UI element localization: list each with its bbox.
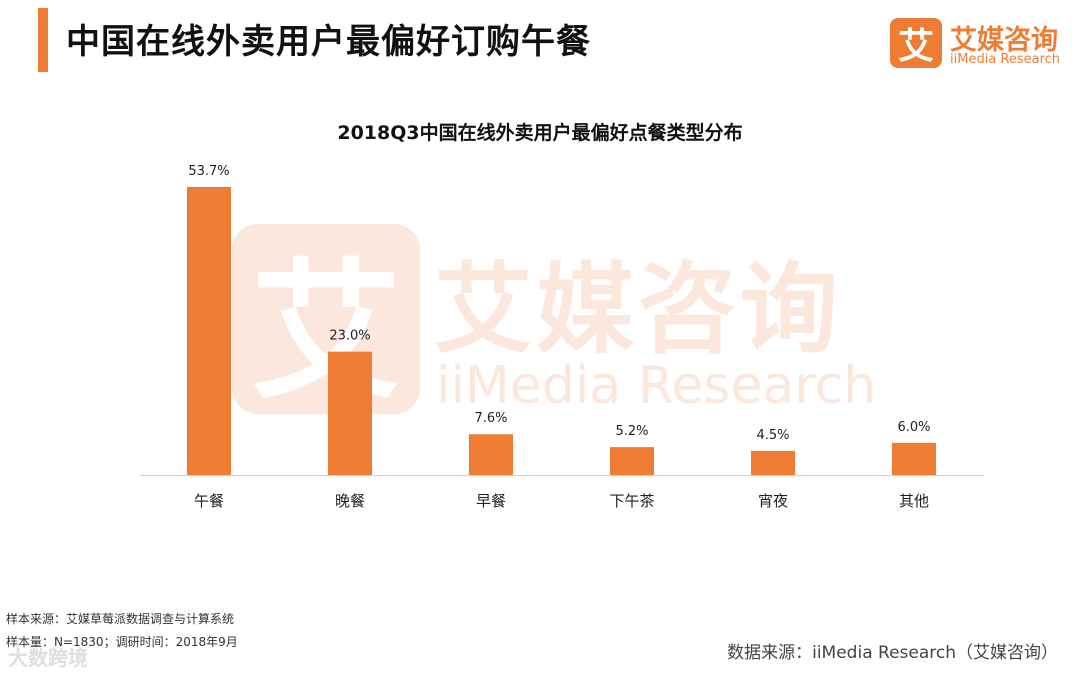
bar-1 [328, 351, 372, 475]
chart-title: 2018Q3中国在线外卖用户最偏好点餐类型分布 [337, 122, 743, 144]
category-label-3: 下午茶 [609, 492, 654, 510]
data-label-4: 4.5% [756, 428, 789, 443]
data-label-1: 23.0% [329, 329, 370, 344]
footnotes: 样本来源：艾媒草莓派数据调查与计算系统 样本量：N=1830；调研时间：2018… [6, 608, 238, 654]
data-label-5: 6.0% [897, 420, 930, 435]
category-label-0: 午餐 [194, 492, 224, 510]
title-accent-bar [38, 8, 48, 72]
logo-badge-icon: 艾 [890, 18, 942, 68]
category-label-1: 晚餐 [335, 492, 365, 510]
bar-4 [751, 450, 795, 475]
data-source: 数据来源：iiMedia Research（艾媒咨询） [727, 643, 1058, 663]
logo-subtitle: iiMedia Research [950, 52, 1061, 67]
watermark-name: 艾媒咨询 [434, 253, 843, 367]
category-label-2: 早餐 [476, 492, 506, 510]
watermark: 艾 艾媒咨询 iiMedia Research [232, 224, 876, 424]
brand-logo: 艾 艾媒咨询 iiMedia Research [890, 18, 1070, 70]
corner-stamp: 大数跨境 [8, 646, 88, 670]
category-label-5: 其他 [899, 492, 929, 510]
sample-size: 样本量：N=1830；调研时间：2018年9月 [6, 635, 238, 649]
data-label-2: 7.6% [474, 411, 507, 426]
watermark-subtitle: iiMedia Research [436, 356, 877, 416]
bar-5 [892, 442, 936, 475]
bar-3 [610, 447, 654, 475]
sample-source: 样本来源：艾媒草莓派数据调查与计算系统 [6, 612, 235, 626]
logo-name: 艾媒咨询 [950, 25, 1058, 56]
data-label-0: 53.7% [188, 164, 229, 179]
watermark-badge-icon: 艾 [232, 224, 420, 420]
data-label-3: 5.2% [615, 424, 648, 439]
bar-0 [187, 187, 231, 475]
page-title: 中国在线外卖用户最偏好订购午餐 [66, 22, 591, 62]
bar-2 [469, 434, 513, 475]
category-label-4: 宵夜 [758, 492, 788, 510]
